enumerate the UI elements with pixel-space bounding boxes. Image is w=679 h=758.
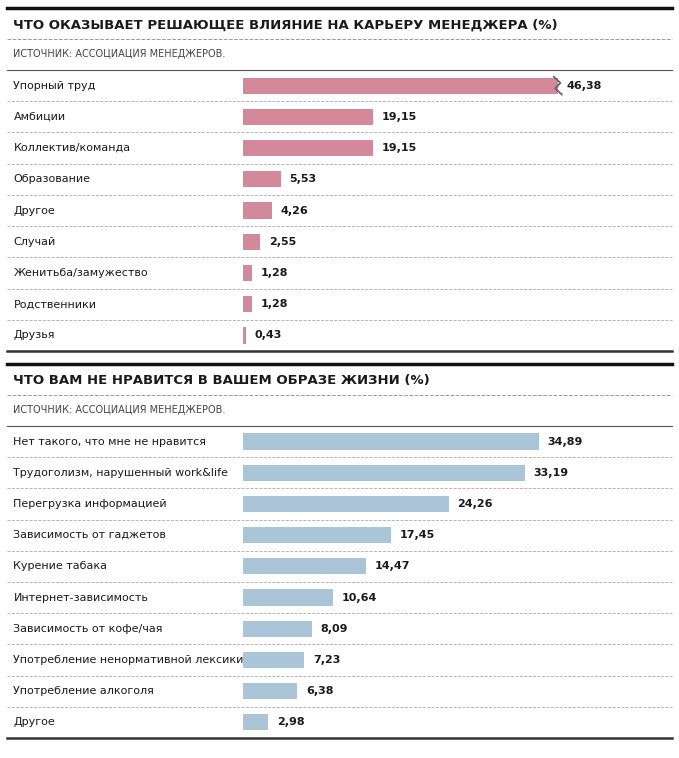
Bar: [243, 621, 312, 637]
Bar: [243, 590, 333, 606]
Text: 0,43: 0,43: [255, 330, 282, 340]
Bar: [243, 558, 366, 575]
Text: Амбиции: Амбиции: [14, 112, 66, 122]
Bar: [243, 140, 373, 156]
Text: Другое: Другое: [14, 205, 55, 215]
Text: 10,64: 10,64: [342, 593, 378, 603]
Text: 19,15: 19,15: [382, 143, 417, 153]
Bar: [243, 527, 391, 543]
Bar: [243, 434, 539, 449]
Text: 19,15: 19,15: [382, 112, 417, 122]
Text: 8,09: 8,09: [320, 624, 348, 634]
Bar: [243, 265, 252, 281]
Bar: [243, 327, 246, 343]
Text: Зависимость от гаджетов: Зависимость от гаджетов: [14, 530, 166, 540]
Text: Употребление алкоголя: Употребление алкоголя: [14, 686, 154, 696]
Text: 33,19: 33,19: [533, 468, 568, 478]
Text: Трудоголизм, нарушенный work&life: Трудоголизм, нарушенный work&life: [14, 468, 228, 478]
Text: Нет такого, что мне не нравится: Нет такого, что мне не нравится: [14, 437, 206, 446]
Text: 1,28: 1,28: [260, 299, 288, 309]
Text: 6,38: 6,38: [306, 686, 333, 696]
Text: Другое: Другое: [14, 717, 55, 728]
Bar: [243, 652, 304, 668]
Bar: [243, 465, 525, 481]
Text: 24,26: 24,26: [458, 499, 493, 509]
Bar: [243, 108, 373, 125]
Text: 46,38: 46,38: [566, 80, 602, 91]
Bar: [243, 496, 449, 512]
Text: 2,98: 2,98: [277, 717, 305, 728]
Bar: [243, 296, 252, 312]
Text: ЧТО ВАМ НЕ НРАВИТСЯ В ВАШЕМ ОБРАЗЕ ЖИЗНИ (%): ЧТО ВАМ НЕ НРАВИТСЯ В ВАШЕМ ОБРАЗЕ ЖИЗНИ…: [14, 374, 430, 387]
Text: Родственники: Родственники: [14, 299, 96, 309]
Text: 14,47: 14,47: [374, 562, 410, 572]
Bar: [243, 683, 297, 699]
Bar: [243, 714, 268, 731]
Text: Перегрузка информацией: Перегрузка информацией: [14, 499, 167, 509]
Text: Курение табака: Курение табака: [14, 562, 107, 572]
Bar: [243, 202, 272, 218]
Text: Образование: Образование: [14, 174, 90, 184]
Bar: [243, 233, 260, 250]
Text: Друзья: Друзья: [14, 330, 55, 340]
Text: ИСТОЧНИК: АССОЦИАЦИЯ МЕНЕДЖЕРОВ.: ИСТОЧНИК: АССОЦИАЦИЯ МЕНЕДЖЕРОВ.: [14, 49, 226, 59]
Text: Упорный труд: Упорный труд: [14, 80, 96, 91]
Text: Случай: Случай: [14, 236, 56, 247]
Text: ИСТОЧНИК: АССОЦИАЦИЯ МЕНЕДЖЕРОВ.: ИСТОЧНИК: АССОЦИАЦИЯ МЕНЕДЖЕРОВ.: [14, 406, 226, 415]
Text: Зависимость от кофе/чая: Зависимость от кофе/чая: [14, 624, 163, 634]
Text: ЧТО ОКАЗЫВАЕТ РЕШАЮЩЕЕ ВЛИЯНИЕ НА КАРЬЕРУ МЕНЕДЖЕРА (%): ЧТО ОКАЗЫВАЕТ РЕШАЮЩЕЕ ВЛИЯНИЕ НА КАРЬЕР…: [14, 18, 558, 31]
Text: 4,26: 4,26: [280, 205, 308, 215]
Bar: [243, 77, 558, 94]
Bar: [243, 171, 280, 187]
Text: 7,23: 7,23: [313, 655, 340, 665]
Text: Интернет-зависимость: Интернет-зависимость: [14, 593, 148, 603]
Text: 34,89: 34,89: [548, 437, 583, 446]
Text: Женитьба/замужество: Женитьба/замужество: [14, 268, 148, 278]
Text: Употребление ненормативной лексики: Употребление ненормативной лексики: [14, 655, 244, 665]
Text: 1,28: 1,28: [260, 268, 288, 278]
Text: 5,53: 5,53: [289, 174, 316, 184]
Text: 2,55: 2,55: [269, 236, 296, 247]
Text: Коллектив/команда: Коллектив/команда: [14, 143, 130, 153]
Text: 17,45: 17,45: [400, 530, 435, 540]
